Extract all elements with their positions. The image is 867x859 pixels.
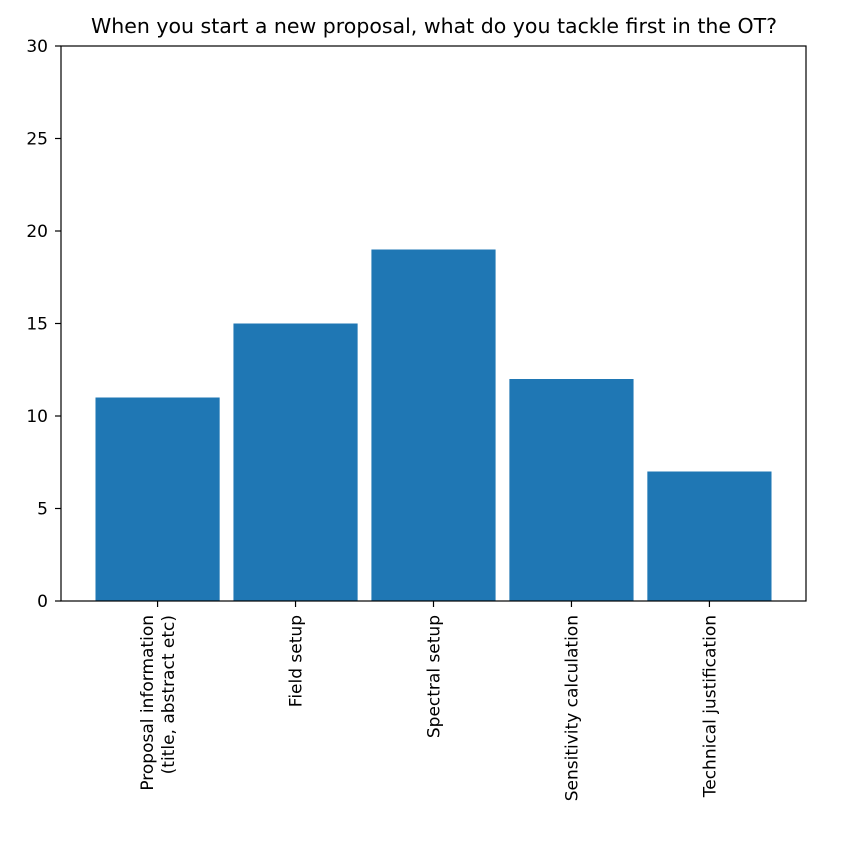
x-tick-label: Sensitivity calculation [562,615,582,801]
y-tick-label: 0 [37,592,48,612]
x-tick-label-line: Proposal information [138,615,158,791]
x-axis: Proposal information(title, abstract etc… [138,601,720,801]
y-tick-label: 5 [37,500,48,520]
y-tick-label: 10 [26,407,48,427]
x-tick-label: Proposal information(title, abstract etc… [138,615,179,791]
bar-1 [233,323,358,601]
y-tick-label: 30 [26,37,48,57]
y-axis: 0 5 10 15 20 25 30 [26,37,61,612]
x-tick-label: Spectral setup [425,615,445,738]
bars-layer [95,249,772,601]
bar-4 [647,471,772,601]
x-tick-label-line: (title, abstract etc) [159,615,179,774]
y-tick-label: 15 [26,315,48,335]
x-tick-label: Technical justification [700,615,720,798]
x-tick-label-line: Field setup [287,615,307,707]
x-tick-label-line: Technical justification [700,615,720,798]
x-tick-label: Field setup [287,615,307,707]
chart-title: When you start a new proposal, what do y… [91,14,777,38]
x-tick-label-line: Spectral setup [425,615,445,738]
y-tick-label: 20 [26,222,48,242]
x-tick-label-line: Sensitivity calculation [562,615,582,801]
bar-0 [95,397,220,601]
plot-frame [60,45,807,602]
bar-2 [371,249,496,601]
bar-3 [509,379,634,601]
y-tick-label: 25 [26,130,48,150]
